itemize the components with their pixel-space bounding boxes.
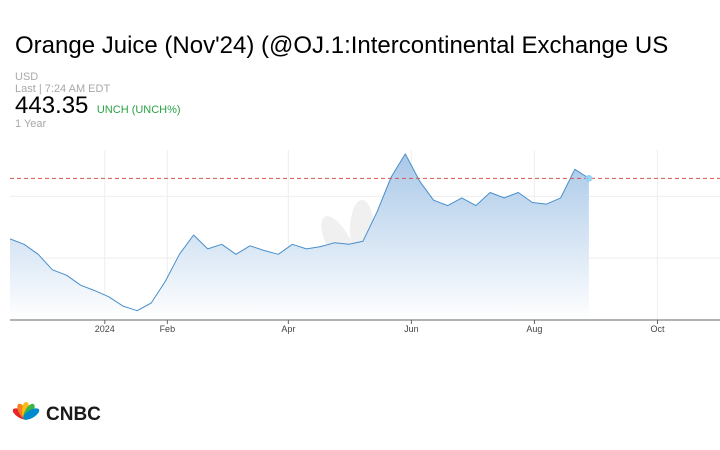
x-tick-label: 2024	[95, 324, 115, 334]
price-change: UNCH (UNCH%)	[96, 104, 181, 116]
cnbc-logo: CNBC	[12, 402, 101, 425]
x-tick-label: Feb	[160, 324, 176, 334]
cnbc-logo-text: CNBC	[46, 404, 101, 425]
price-area	[10, 153, 589, 320]
page-title: Orange Juice (Nov'24) (@OJ.1:Intercontin…	[15, 32, 669, 59]
x-tick-label: Jun	[404, 324, 419, 334]
last-updated-label: Last | 7:24 AM EDT	[15, 83, 111, 95]
x-axis-ticks: 2024 Feb Apr Jun Aug Oct	[95, 320, 665, 334]
time-range-label[interactable]: 1 Year	[15, 118, 47, 130]
x-tick-label: Oct	[650, 324, 665, 334]
price-row: 443.35 UNCH (UNCH%)	[15, 92, 181, 120]
last-price-marker	[585, 174, 593, 182]
x-tick-label: Aug	[526, 324, 542, 334]
price-line	[9, 153, 590, 312]
x-tick-label: Apr	[281, 324, 295, 334]
last-price: 443.35	[15, 92, 89, 119]
currency-label: USD	[15, 71, 39, 83]
